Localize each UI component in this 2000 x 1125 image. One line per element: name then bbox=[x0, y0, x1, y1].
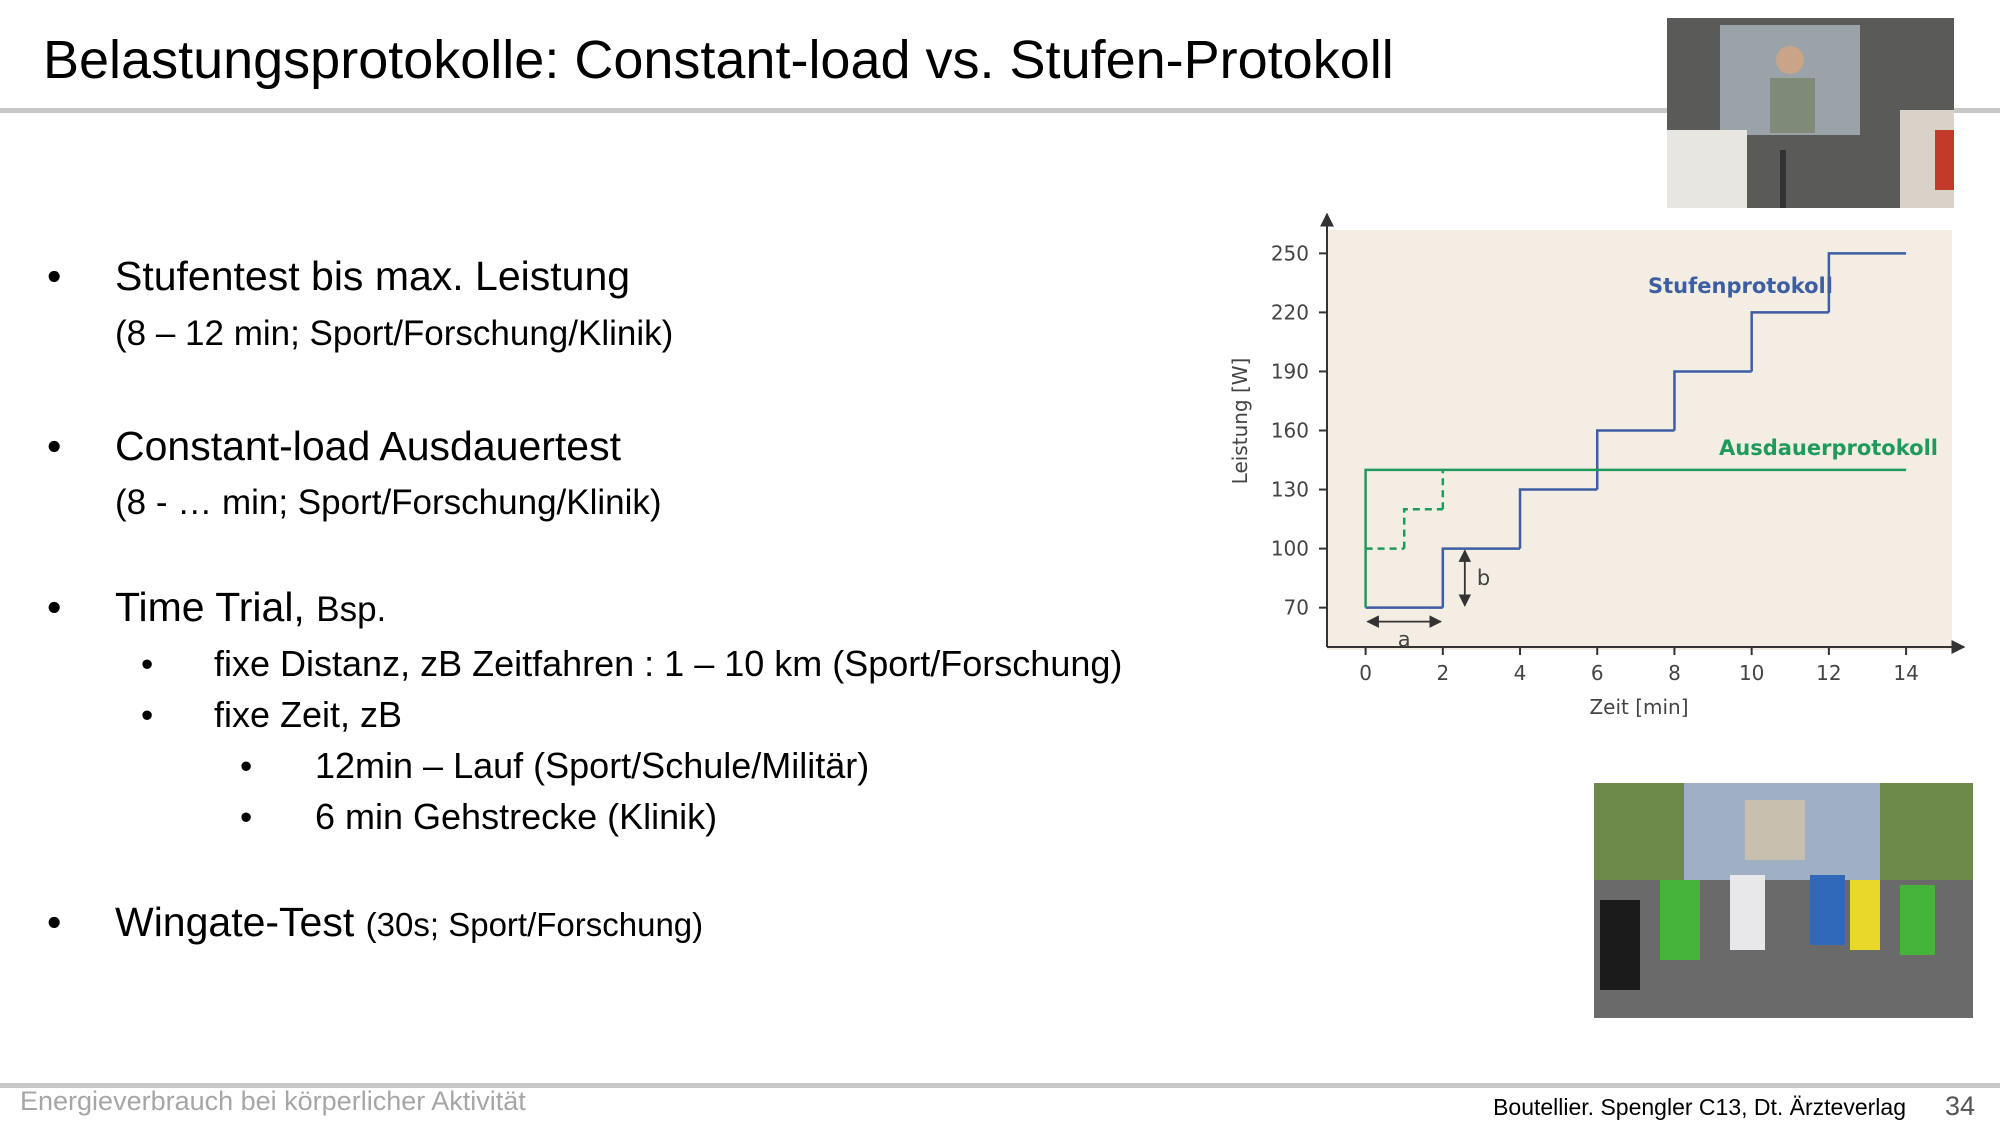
header-rule bbox=[0, 108, 2000, 113]
bullet: • bbox=[240, 747, 252, 786]
bullet: • bbox=[141, 645, 153, 684]
annotation-label: b bbox=[1477, 566, 1490, 590]
bullet-list: • Stufentest bis max. Leistung (8 – 12 m… bbox=[47, 253, 1122, 945]
footer-text: Energieverbrauch bei körperlicher Aktivi… bbox=[20, 1086, 526, 1116]
bullet-note: (30s; Sport/Forschung) bbox=[366, 906, 703, 943]
y-tick-label: 70 bbox=[1284, 596, 1309, 620]
bullet-sub: (8 - … min; Sport/Forschung/Klinik) bbox=[115, 483, 662, 522]
x-tick-label: 6 bbox=[1591, 661, 1604, 685]
x-tick-label: 2 bbox=[1436, 661, 1449, 685]
bullet-text: fixe Zeit, zB bbox=[214, 694, 402, 735]
bullet-text: Constant-load Ausdauertest bbox=[115, 423, 622, 469]
y-tick-label: 190 bbox=[1271, 359, 1309, 383]
x-tick-label: 12 bbox=[1816, 661, 1841, 685]
step-segment bbox=[1827, 252, 1907, 313]
bullet-sub: (8 – 12 min; Sport/Forschung/Klinik) bbox=[115, 314, 673, 353]
x-tick-label: 0 bbox=[1359, 661, 1372, 685]
y-tick-label: 250 bbox=[1271, 241, 1309, 265]
bullet-main: Time Trial, bbox=[115, 584, 305, 630]
x-tick-label: 4 bbox=[1514, 661, 1527, 685]
annotation-label: a bbox=[1398, 628, 1411, 652]
bullet-text: fixe Distanz, zB Zeitfahren : 1 – 10 km … bbox=[214, 643, 1122, 684]
y-axis-label: Leistung [W] bbox=[1228, 358, 1252, 485]
bullet-text: Time Trial, Bsp. bbox=[115, 584, 386, 630]
photo-ergometer bbox=[1667, 18, 1954, 208]
step-segment bbox=[1518, 488, 1598, 549]
x-axis-label: Zeit [min] bbox=[1589, 695, 1688, 719]
bullet-text: Wingate-Test (30s; Sport/Forschung) bbox=[115, 899, 703, 945]
footer-rule bbox=[0, 1083, 2000, 1088]
series-label: Ausdauerprotokoll bbox=[1719, 436, 1938, 460]
y-tick-label: 100 bbox=[1271, 537, 1309, 561]
y-tick-label: 220 bbox=[1271, 300, 1309, 324]
bullet: • bbox=[47, 899, 61, 945]
series-label: Stufenprotokoll bbox=[1648, 274, 1833, 298]
y-tick-label: 160 bbox=[1271, 419, 1309, 443]
source: Boutellier. Spengler C13, Dt. Ärzteverla… bbox=[1493, 1094, 1906, 1120]
bullet-main: Wingate-Test bbox=[115, 899, 355, 945]
bullet-text: 12min – Lauf (Sport/Schule/Militär) bbox=[315, 745, 869, 786]
photo-cyclists bbox=[1594, 783, 1973, 1018]
bullet-text: 6 min Gehstrecke (Klinik) bbox=[315, 796, 717, 837]
step-segment bbox=[1750, 311, 1829, 372]
step-segment bbox=[1673, 370, 1752, 431]
chart: 70 100 130 160 190 220 250 0 2 4 6 8 10 12 14 Zeit [min… bbox=[1228, 212, 1966, 719]
bullet-note: Bsp. bbox=[316, 590, 386, 629]
x-tick-label: 10 bbox=[1739, 661, 1764, 685]
bullet: • bbox=[47, 423, 61, 469]
x-tick-label: 14 bbox=[1893, 661, 1918, 685]
x-tick-label: 8 bbox=[1668, 661, 1681, 685]
bullet: • bbox=[47, 253, 61, 299]
bullet: • bbox=[141, 696, 153, 735]
step-segment bbox=[1364, 468, 1907, 608]
y-tick-label: 130 bbox=[1271, 478, 1309, 502]
bullet: • bbox=[47, 584, 61, 630]
chart-background bbox=[1327, 230, 1952, 650]
page-number: 34 bbox=[1945, 1091, 1975, 1121]
bullet-text: Stufentest bis max. Leistung bbox=[115, 253, 630, 299]
bullet: • bbox=[240, 798, 252, 837]
step-segment bbox=[1402, 507, 1443, 549]
step-segment bbox=[1441, 547, 1521, 608]
slide-title: Belastungsprotokolle: Constant-load vs. … bbox=[43, 30, 1394, 90]
